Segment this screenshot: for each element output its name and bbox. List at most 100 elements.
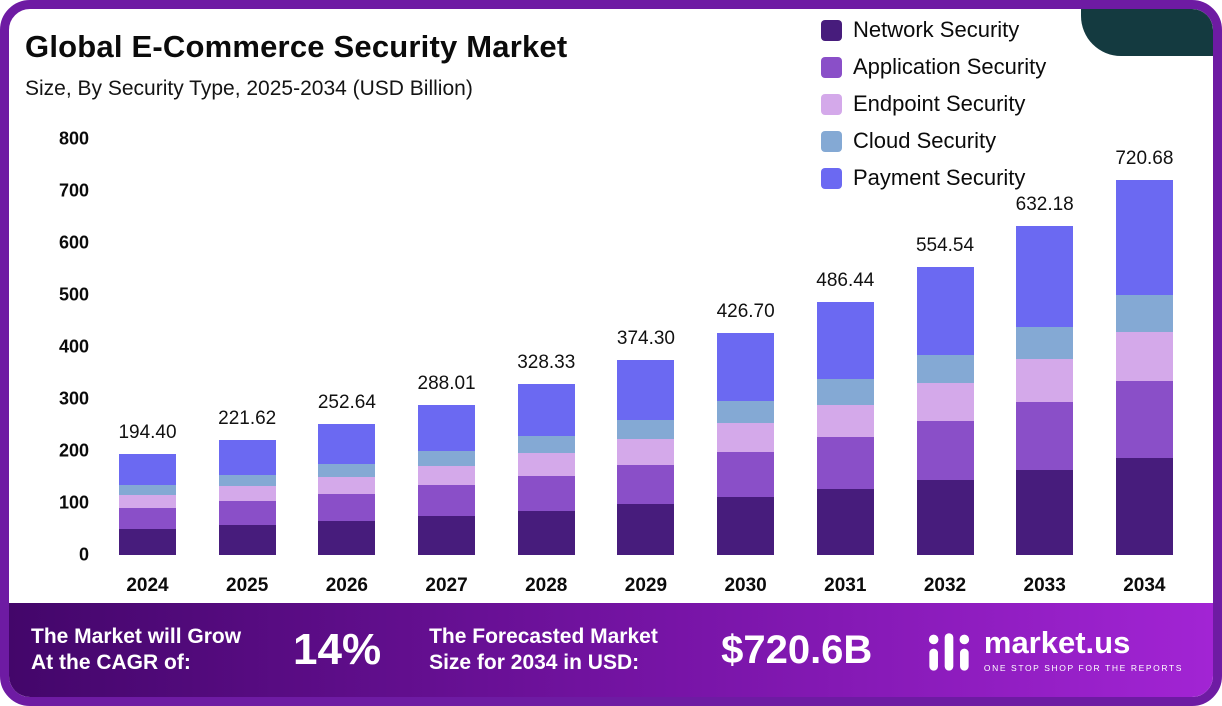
y-tick-300: 300 bbox=[58, 388, 89, 409]
cloud-security-swatch-icon bbox=[821, 130, 842, 152]
segment-endpoint-security bbox=[717, 422, 775, 452]
y-tick-100: 100 bbox=[58, 492, 89, 513]
bar-group-2025: 221.62 2025 bbox=[218, 139, 277, 596]
chart-title: Global E-Commerce Security Market bbox=[25, 29, 568, 64]
bar-group-2029: 374.30 2029 bbox=[616, 139, 675, 596]
y-tick-600: 600 bbox=[58, 232, 89, 253]
marketus-logo-icon bbox=[928, 633, 969, 671]
legend-label: Cloud Security bbox=[853, 128, 997, 153]
total-label-2029: 374.30 bbox=[616, 328, 675, 350]
segment-network-security bbox=[119, 528, 176, 555]
total-label-2025: 221.62 bbox=[218, 407, 277, 429]
segment-endpoint-security bbox=[617, 439, 675, 465]
endpoint-security-swatch-icon bbox=[821, 93, 842, 115]
bar-group-2026: 252.64 2026 bbox=[317, 139, 376, 596]
bar-stack-2032 bbox=[916, 266, 974, 555]
bar-group-2034: 720.68 2034 bbox=[1115, 139, 1174, 596]
segment-endpoint-security bbox=[916, 383, 974, 421]
bar-group-2030: 426.70 2030 bbox=[716, 139, 775, 596]
bar-group-2027: 288.01 2027 bbox=[417, 139, 476, 596]
legend-item-cloud-security: Cloud Security bbox=[821, 128, 1046, 154]
segment-cloud-security bbox=[617, 419, 675, 440]
segment-network-security bbox=[1115, 457, 1173, 555]
segment-application-security bbox=[816, 437, 874, 490]
total-label-2032: 554.54 bbox=[915, 234, 975, 256]
segment-application-security bbox=[916, 420, 974, 481]
bar-group-2024: 194.40 2024 bbox=[118, 139, 176, 596]
segment-cloud-security bbox=[1115, 294, 1173, 333]
segment-network-security bbox=[418, 516, 476, 555]
x-label-2034: 2034 bbox=[1123, 575, 1166, 596]
forecast-value: $720.6B bbox=[721, 627, 873, 672]
segment-application-security bbox=[1115, 380, 1173, 458]
segment-cloud-security bbox=[916, 354, 974, 384]
total-label-2030: 426.70 bbox=[716, 301, 775, 323]
segment-application-security bbox=[418, 485, 476, 517]
segment-endpoint-security bbox=[418, 465, 476, 486]
segment-application-security bbox=[617, 464, 675, 505]
legend-item-network-security: Network Security bbox=[821, 17, 1046, 43]
bar-group-2033: 632.18 2033 bbox=[1015, 139, 1074, 596]
segment-network-security bbox=[517, 510, 575, 555]
x-label-2024: 2024 bbox=[126, 575, 169, 596]
legend-label: Network Security bbox=[853, 17, 1020, 42]
x-label-2030: 2030 bbox=[724, 575, 767, 596]
bar-stack-2028 bbox=[517, 384, 575, 555]
legend-label: Endpoint Security bbox=[853, 91, 1026, 116]
bar-group-2031: 486.44 2031 bbox=[816, 139, 874, 596]
segment-network-security bbox=[1016, 469, 1074, 555]
total-label-2028: 328.33 bbox=[517, 352, 576, 374]
forecast-label: The Forecasted Market Size for 2034 in U… bbox=[429, 624, 721, 677]
segment-endpoint-security bbox=[517, 453, 575, 476]
x-label-2025: 2025 bbox=[226, 575, 269, 596]
segment-network-security bbox=[218, 525, 276, 555]
x-label-2033: 2033 bbox=[1023, 575, 1066, 596]
segment-endpoint-security bbox=[218, 486, 276, 502]
forecast-label-line1: The Forecasted Market bbox=[429, 624, 658, 648]
segment-endpoint-security bbox=[318, 476, 376, 494]
brand-name: market.us bbox=[983, 625, 1131, 660]
segment-network-security bbox=[717, 497, 775, 555]
segment-endpoint-security bbox=[119, 494, 176, 509]
segment-payment-security bbox=[1115, 180, 1173, 295]
total-label-2027: 288.01 bbox=[417, 373, 476, 395]
cagr-label-line1: The Market will Grow bbox=[31, 624, 242, 648]
segment-payment-security bbox=[119, 453, 176, 485]
chart-subtitle: Size, By Security Type, 2025-2034 (USD B… bbox=[25, 77, 473, 100]
x-label-2031: 2031 bbox=[824, 575, 867, 596]
bar-stack-2024 bbox=[119, 453, 176, 555]
x-label-2029: 2029 bbox=[624, 575, 668, 596]
segment-endpoint-security bbox=[816, 404, 874, 438]
legend-label: Application Security bbox=[853, 54, 1047, 79]
segment-endpoint-security bbox=[1016, 359, 1074, 403]
x-label-2026: 2026 bbox=[325, 575, 369, 596]
segment-application-security bbox=[1016, 402, 1074, 470]
segment-network-security bbox=[318, 520, 376, 555]
segment-cloud-security bbox=[418, 450, 476, 466]
bar-stack-2029 bbox=[617, 360, 675, 555]
legend-label: Payment Security bbox=[853, 165, 1026, 190]
bar-stack-2026 bbox=[318, 423, 376, 555]
segment-application-security bbox=[318, 493, 376, 521]
segment-application-security bbox=[119, 508, 176, 529]
forecast-label-line2: Size for 2034 in USD: bbox=[429, 651, 640, 674]
y-tick-200: 200 bbox=[58, 440, 89, 461]
bar-stack-2027 bbox=[418, 405, 476, 555]
x-label-2028: 2028 bbox=[525, 575, 568, 596]
total-label-2026: 252.64 bbox=[317, 391, 376, 413]
brand-tagline: ONE STOP SHOP FOR THE REPORTS bbox=[983, 663, 1183, 673]
total-label-2033: 632.18 bbox=[1015, 194, 1074, 216]
total-label-2034: 720.68 bbox=[1115, 148, 1174, 170]
segment-payment-security bbox=[418, 405, 476, 451]
y-axis: 0 100 200 300 400 500 600 700 800 bbox=[29, 129, 89, 565]
y-tick-0: 0 bbox=[78, 544, 89, 565]
segment-cloud-security bbox=[717, 400, 775, 423]
marketus-logo: market.us ONE STOP SHOP FOR THE REPORTS bbox=[926, 627, 1183, 673]
segment-payment-security bbox=[318, 423, 376, 464]
legend: Network Security Application Security Endp… bbox=[821, 17, 1046, 202]
bar-stack-2030 bbox=[717, 333, 775, 555]
segment-payment-security bbox=[1016, 226, 1074, 327]
bar-stack-2025 bbox=[218, 439, 276, 555]
segment-network-security bbox=[617, 504, 675, 555]
